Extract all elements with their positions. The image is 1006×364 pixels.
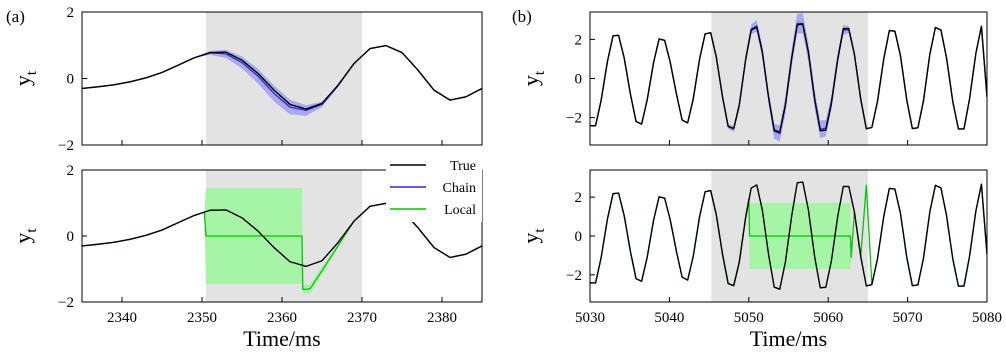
plot-area [82, 44, 482, 116]
x-axis-label: Time/ms [750, 326, 827, 351]
x-tick-label: 5040 [654, 310, 684, 326]
panel-b-bottom: 2 0 −2 5030 5040 5050 5060 5070 5080 yt Time/ms [518, 169, 1002, 351]
y-axis-label: yt [518, 228, 548, 244]
y-tick-label: −2 [566, 268, 582, 284]
y-axis-label-main: y [10, 75, 35, 86]
y-tick-label: 2 [67, 163, 75, 179]
y-axis-label: yt [10, 228, 40, 244]
x-tick-label: 5060 [813, 310, 843, 326]
y-axis-label-sub: t [532, 228, 548, 233]
panel-label-a: (a) [6, 7, 25, 26]
legend: True Chain Local [386, 152, 482, 222]
y-tick-label: 2 [575, 190, 583, 206]
panel-a-bottom: 2 0 −2 2340 2350 2360 2370 2380 yt Time/ms True Cha… [10, 152, 483, 351]
y-axis-label-sub: t [24, 228, 40, 233]
x-tick-label: 5070 [893, 310, 923, 326]
plot-area [590, 13, 987, 142]
series-line-true [82, 44, 482, 110]
x-axis-label: Time/ms [243, 326, 320, 351]
y-axis-label: yt [10, 70, 40, 86]
shaded-region [206, 12, 362, 145]
y-tick-label: 0 [575, 72, 583, 88]
series-line-true [82, 202, 482, 268]
y-tick-label: 0 [67, 229, 75, 245]
y-axis-label-main: y [518, 233, 543, 244]
band-chain [82, 45, 482, 116]
y-axis-label-main: y [518, 75, 543, 86]
x-tick-label: 2360 [267, 310, 297, 326]
y-tick-label: 0 [67, 72, 75, 88]
x-tick-label: 2370 [347, 310, 377, 326]
band-local [82, 188, 482, 294]
y-tick-label: −2 [58, 295, 74, 311]
x-tick-label: 5030 [575, 310, 605, 326]
legend-label-true: True [450, 159, 476, 174]
y-tick-label: 2 [67, 5, 75, 21]
panel-a-top: 2 0 −2 yt [10, 5, 483, 154]
plot-area [590, 178, 987, 290]
y-tick-label: −2 [58, 138, 74, 154]
series-line-true [590, 181, 987, 290]
x-tick-label: 2340 [107, 310, 137, 326]
legend-label-local: Local [444, 203, 476, 218]
panel-b-top: 2 0 −2 yt [518, 11, 988, 146]
panel-label-b: (b) [512, 7, 532, 26]
y-axis-label-main: y [10, 233, 35, 244]
x-tick-label: 2380 [427, 310, 457, 326]
legend-label-chain: Chain [443, 181, 476, 196]
x-tick-label: 5080 [972, 310, 1002, 326]
y-axis-label: yt [518, 70, 548, 86]
series-line-true [590, 23, 987, 133]
y-axis-label-sub: t [24, 70, 40, 75]
y-tick-label: −2 [566, 111, 582, 127]
x-tick-label: 2350 [187, 310, 217, 326]
y-axis-label-sub: t [532, 70, 548, 75]
y-tick-label: 0 [575, 229, 583, 245]
y-tick-label: 2 [575, 32, 583, 48]
band-local [590, 178, 987, 289]
x-tick-label: 5050 [734, 310, 764, 326]
